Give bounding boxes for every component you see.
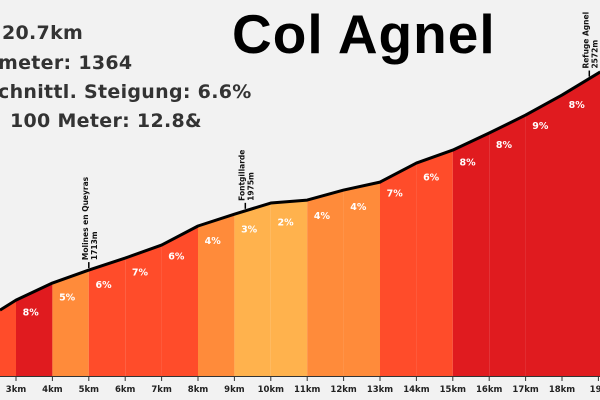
gradient-label: 8% [569, 100, 586, 111]
gradient-label: 6% [95, 280, 112, 291]
gradient-segment [452, 133, 490, 376]
waypoint-label: Molines en Queyras 1713m [81, 176, 99, 260]
stat-avg-gradient: chnittl. Steigung: 6.6% [0, 81, 252, 103]
gradient-label: 5% [59, 293, 76, 304]
gradient-segment [0, 300, 16, 376]
waypoint-label: Refuge Agnel 2572m [581, 12, 599, 69]
gradient-label: 8% [496, 140, 513, 151]
x-tick-label: 12km [330, 385, 356, 395]
waypoint-elevation: 2572m [590, 40, 599, 69]
chart-title: Col Agnel [232, 3, 496, 65]
gradient-segment [52, 270, 89, 376]
x-tick-label: 10km [258, 385, 284, 395]
waypoint-name: Refuge Agnel [581, 12, 590, 69]
x-tick-label: 14km [403, 385, 429, 395]
gradient-label: 7% [387, 189, 404, 200]
gradient-label: 4% [350, 202, 367, 213]
gradient-label: 6% [168, 252, 185, 263]
waypoint-elevation: 1975m [246, 172, 255, 201]
stat-elevation-gain: meter: 1364 [0, 52, 133, 74]
gradient-label: 4% [205, 236, 222, 247]
x-tick-label: 6km [115, 385, 136, 395]
waypoint-name: Fontgillarde [237, 150, 246, 201]
x-tick-label: 15km [440, 385, 466, 395]
gradient-segment [234, 203, 271, 376]
gradient-label: 9% [532, 121, 549, 132]
x-tick-label: 17km [512, 385, 538, 395]
x-tick-label: 9km [224, 385, 245, 395]
waypoint-label: Fontgillarde 1975m [237, 150, 255, 201]
gradient-label: 2% [277, 218, 294, 229]
gradient-segment [198, 214, 235, 376]
stat-max-gradient: 100 Meter: 12.8& [10, 110, 202, 132]
gradient-label: 6% [423, 173, 440, 184]
x-tick-label: 11km [294, 385, 320, 395]
gradient-segment [16, 283, 53, 376]
gradient-label: 8% [459, 158, 476, 169]
gradient-label: 4% [314, 211, 331, 222]
gradient-segment [525, 95, 562, 376]
gradient-segment [562, 72, 600, 376]
x-tick-label: 19k [590, 385, 600, 395]
gradient-segment [270, 200, 308, 376]
gradient-label: 7% [132, 268, 149, 279]
x-tick-label: 4km [42, 385, 63, 395]
stat-length: 20.7km [2, 22, 84, 44]
profile-line [0, 70, 600, 312]
waypoint-name: Molines en Queyras [81, 176, 90, 260]
x-tick-label: 3km [6, 385, 27, 395]
gradient-label: 3% [241, 225, 258, 236]
gradient-segment [161, 226, 198, 376]
x-tick-label: 5km [79, 385, 100, 395]
gradient-label: 8% [23, 308, 40, 319]
x-tick-label: 13km [367, 385, 393, 395]
gradient-segment [416, 150, 453, 376]
waypoint-elevation: 1713m [90, 231, 99, 260]
x-tick-label: 16km [476, 385, 502, 395]
gradient-segment [307, 190, 344, 376]
gradient-segment [125, 245, 162, 376]
x-tick-label: 18km [549, 385, 575, 395]
gradient-segment [380, 163, 417, 376]
x-tick-label: 8km [188, 385, 209, 395]
x-tick-label: 7km [151, 385, 172, 395]
gradient-segment [343, 182, 380, 376]
gradient-segment [88, 258, 126, 376]
gradient-segment [489, 115, 526, 376]
